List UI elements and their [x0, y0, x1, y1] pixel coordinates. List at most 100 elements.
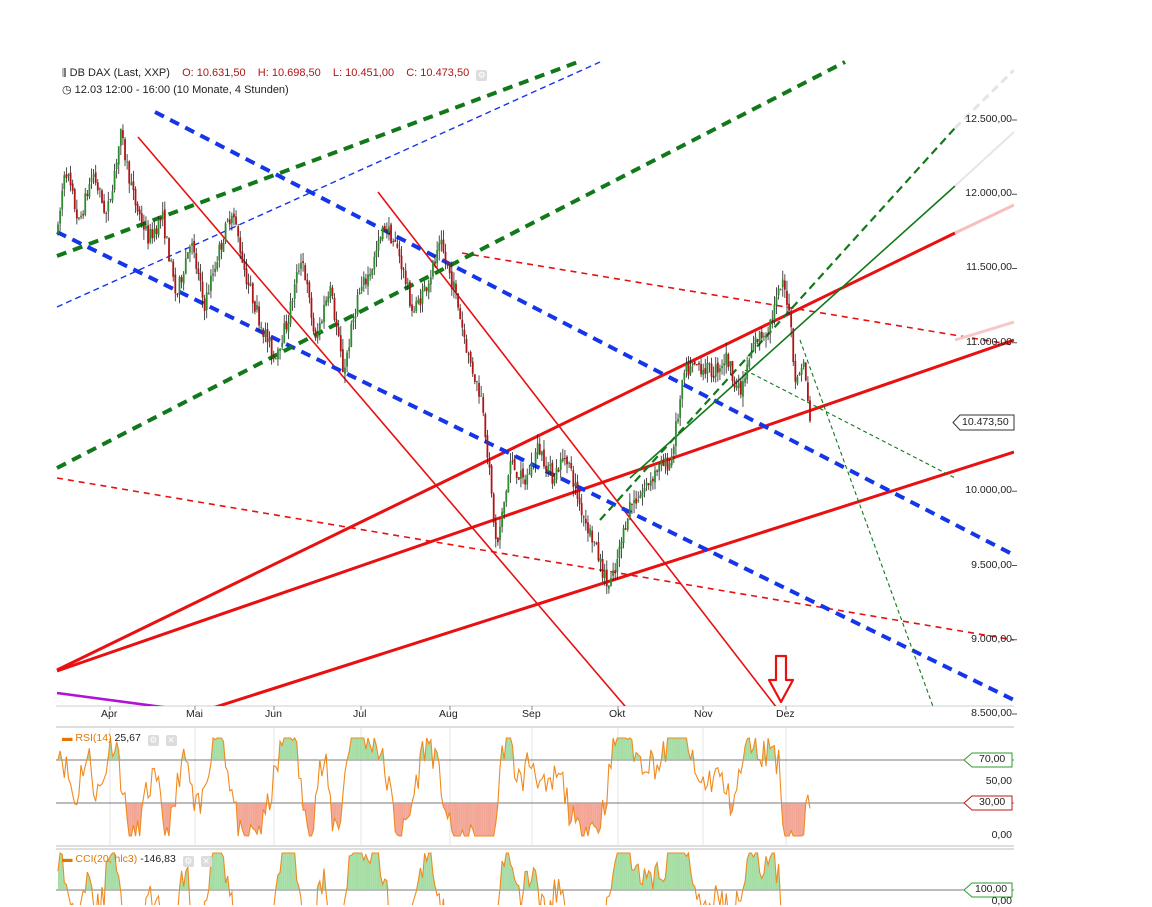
candle-body — [713, 376, 715, 378]
oversold-fill — [481, 803, 483, 836]
candle-body — [70, 173, 72, 186]
green-dashed-fan — [600, 128, 955, 520]
period-line: ◷ 12.03 12:00 - 16:00 (10 Monate, 4 Stun… — [62, 83, 289, 96]
overbought-fill — [288, 853, 290, 890]
overbought-fill — [506, 738, 508, 760]
oversold-fill — [479, 803, 481, 836]
candle-body — [185, 258, 187, 273]
oversold-fill — [253, 803, 255, 830]
y-tick-label: 11.500,00 — [966, 261, 1012, 273]
candle-body — [334, 298, 336, 320]
candle-body — [704, 368, 706, 374]
rsi-series-line — [58, 738, 810, 836]
candle-body — [725, 353, 727, 365]
candle-body — [503, 502, 505, 514]
oversold-fill — [244, 803, 246, 836]
candle-body — [727, 354, 729, 367]
candle-body — [103, 201, 105, 213]
cci-close-icon[interactable]: ✕ — [201, 856, 212, 867]
candle-body — [235, 216, 237, 224]
cci-settings-icon[interactable]: ⚙ — [183, 856, 194, 867]
purple-trendline — [57, 693, 200, 712]
oversold-fill — [485, 803, 487, 836]
candle-body — [673, 447, 675, 454]
overbought-fill — [353, 738, 355, 760]
candle-body — [482, 397, 484, 413]
rsi-close-icon[interactable]: ✕ — [166, 735, 177, 746]
y-tick-label: 9.500,00 — [971, 559, 1012, 571]
candle-body — [644, 488, 646, 492]
candle-body — [518, 477, 520, 479]
candle-body — [206, 292, 208, 310]
candle-body — [244, 262, 246, 270]
oversold-fill — [475, 803, 477, 836]
candle-body — [635, 498, 637, 503]
down-arrow-icon — [769, 656, 793, 702]
candle-body — [539, 444, 541, 454]
candle-body — [769, 320, 771, 334]
candle-body — [187, 252, 189, 259]
candle-body — [82, 214, 84, 215]
overbought-fill — [284, 738, 286, 760]
candle-body — [367, 274, 369, 286]
candle-body — [302, 261, 304, 263]
x-tick-label: Aug — [439, 708, 458, 720]
candle-body — [648, 483, 650, 485]
candle-body — [468, 354, 470, 355]
candle-body — [531, 463, 533, 476]
oversold-fill — [404, 803, 406, 820]
candle-body — [757, 339, 759, 342]
candle-body — [375, 250, 377, 257]
candle-body — [562, 458, 564, 461]
clock-icon: ◷ — [62, 84, 72, 96]
candle-body — [667, 458, 669, 471]
candle-body — [65, 174, 67, 177]
rsi-tick-label: 0,00 — [992, 829, 1012, 841]
candle-body — [133, 181, 135, 190]
rsi-plot — [56, 738, 1014, 836]
candle-body — [426, 287, 428, 290]
candle-body — [304, 265, 306, 280]
settings-icon[interactable]: ⚙ — [476, 70, 487, 81]
candle-body — [690, 366, 692, 373]
rsi-settings-icon[interactable]: ⚙ — [148, 735, 159, 746]
candle-body — [237, 226, 239, 236]
candle-body — [172, 261, 174, 276]
overbought-fill — [355, 853, 357, 890]
overbought-fill — [672, 853, 674, 890]
candle-body — [616, 559, 618, 572]
oversold-fill — [458, 803, 460, 836]
candle-body — [361, 286, 363, 290]
candle-body — [470, 352, 472, 363]
candle-body — [239, 237, 241, 252]
candle-body — [610, 578, 612, 586]
oversold-fill — [309, 803, 311, 836]
candle-body — [417, 300, 419, 303]
candle-body — [750, 352, 752, 358]
candle-body — [93, 174, 95, 177]
candle-body — [407, 283, 409, 285]
overbought-fill — [756, 853, 758, 890]
low-value: L: 10.451,00 — [333, 67, 394, 79]
candle-body — [298, 271, 300, 272]
candle-body — [290, 302, 292, 324]
oversold-fill — [793, 803, 795, 836]
candle-body — [153, 229, 155, 238]
overbought-fill — [376, 853, 378, 890]
candle-body — [271, 337, 273, 357]
candle-body — [124, 139, 126, 160]
candle-body — [572, 470, 574, 487]
overbought-fill — [617, 853, 619, 890]
candle-body — [629, 502, 631, 518]
candle-body — [223, 243, 225, 252]
overbought-fill — [621, 853, 623, 890]
candle-body — [231, 216, 233, 223]
candle-body — [755, 337, 757, 344]
red-dashed-upper — [462, 253, 1014, 345]
candle-body — [323, 305, 325, 322]
overbought-fill — [682, 853, 684, 890]
candle-body — [294, 284, 296, 299]
candle-body — [57, 225, 59, 234]
candle-body — [258, 306, 260, 325]
candle-body — [489, 459, 491, 467]
